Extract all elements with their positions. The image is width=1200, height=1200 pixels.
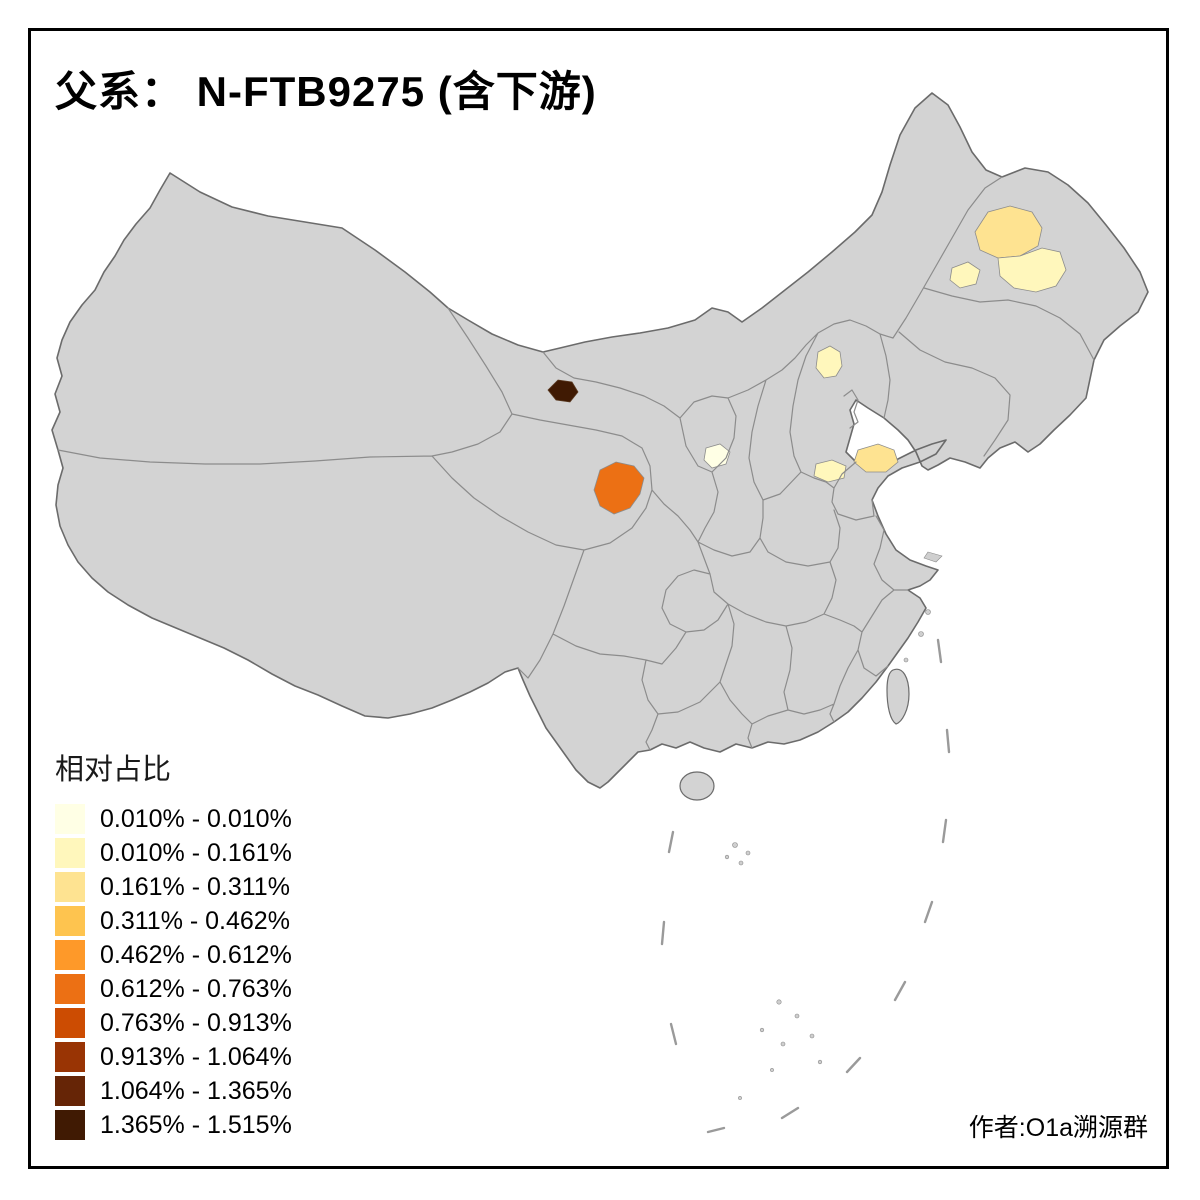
legend-label: 0.462% - 0.612% <box>100 940 292 969</box>
islet <box>732 842 738 848</box>
legend-label: 0.010% - 0.010% <box>100 804 292 833</box>
legend-label: 1.064% - 1.365% <box>100 1076 292 1105</box>
region-ningxia <box>703 443 731 469</box>
region-northeast-c <box>949 261 981 289</box>
region-northeast-a <box>974 205 1043 259</box>
islet <box>903 657 909 663</box>
legend-swatch <box>55 838 85 868</box>
province-borders <box>57 176 1095 751</box>
islet <box>759 1027 765 1033</box>
page-title: 父系： N-FTB9275 (含下游) <box>55 68 597 115</box>
legend-swatch <box>55 804 85 834</box>
islet <box>776 999 782 1005</box>
region-southwest-shandong <box>813 459 847 483</box>
legend-title: 相对占比 <box>55 754 172 786</box>
legend-item: 0.763% - 0.913% <box>55 1008 292 1038</box>
legend-label: 0.311% - 0.462% <box>100 906 290 935</box>
chongming-islet <box>923 551 943 563</box>
legend-item: 0.612% - 0.763% <box>55 974 292 1004</box>
region-shandong <box>853 443 899 473</box>
region-south-gansu <box>593 461 645 515</box>
south-china-sea-islands <box>724 842 823 1100</box>
region-northeast-b <box>997 247 1067 293</box>
islet <box>738 860 744 866</box>
islet <box>918 631 924 637</box>
islet <box>809 1033 815 1039</box>
legend-swatch <box>55 940 85 970</box>
legend-item: 0.462% - 0.612% <box>55 940 292 970</box>
islet <box>780 1041 786 1047</box>
legend-swatch <box>55 1076 85 1106</box>
islet <box>724 854 730 860</box>
legend-swatch <box>55 906 85 936</box>
highlighted-regions <box>547 205 1067 515</box>
legend-item: 0.010% - 0.161% <box>55 838 292 868</box>
islet <box>817 1059 823 1065</box>
legend-item: 0.010% - 0.010% <box>55 804 292 834</box>
legend-label: 0.161% - 0.311% <box>100 872 290 901</box>
islet <box>925 609 931 615</box>
legend-item: 0.161% - 0.311% <box>55 872 292 902</box>
legend-swatch <box>55 1042 85 1072</box>
legend-label: 0.913% - 1.064% <box>100 1042 292 1071</box>
legend-label: 1.365% - 1.515% <box>100 1110 292 1139</box>
coastal-islets <box>903 551 943 663</box>
hainan-island <box>679 771 715 801</box>
legend-swatch <box>55 872 85 902</box>
legend-swatch <box>55 1110 85 1140</box>
legend-label: 0.010% - 0.161% <box>100 838 292 867</box>
legend: 相对占比 0.010% - 0.010% 0.010% - 0.161% 0.1… <box>55 746 292 1144</box>
islet <box>770 1068 774 1072</box>
attribution: 作者:O1a溯源群 <box>968 1114 1148 1142</box>
legend-label: 0.612% - 0.763% <box>100 974 292 1003</box>
islet <box>745 850 751 856</box>
nine-dash-line <box>660 638 951 1134</box>
legend-swatch <box>55 974 85 1004</box>
china-mainland <box>51 92 1149 789</box>
islet <box>794 1013 800 1019</box>
legend-swatch <box>55 1008 85 1038</box>
region-beijing <box>815 345 843 379</box>
region-gansu-corridor <box>547 379 579 403</box>
legend-item: 1.064% - 1.365% <box>55 1076 292 1106</box>
taiwan-island <box>886 668 910 725</box>
legend-item: 0.311% - 0.462% <box>55 906 292 936</box>
legend-label: 0.763% - 0.913% <box>100 1008 292 1037</box>
legend-item: 1.365% - 1.515% <box>55 1110 292 1140</box>
legend-item: 0.913% - 1.064% <box>55 1042 292 1072</box>
islet <box>738 1096 742 1100</box>
